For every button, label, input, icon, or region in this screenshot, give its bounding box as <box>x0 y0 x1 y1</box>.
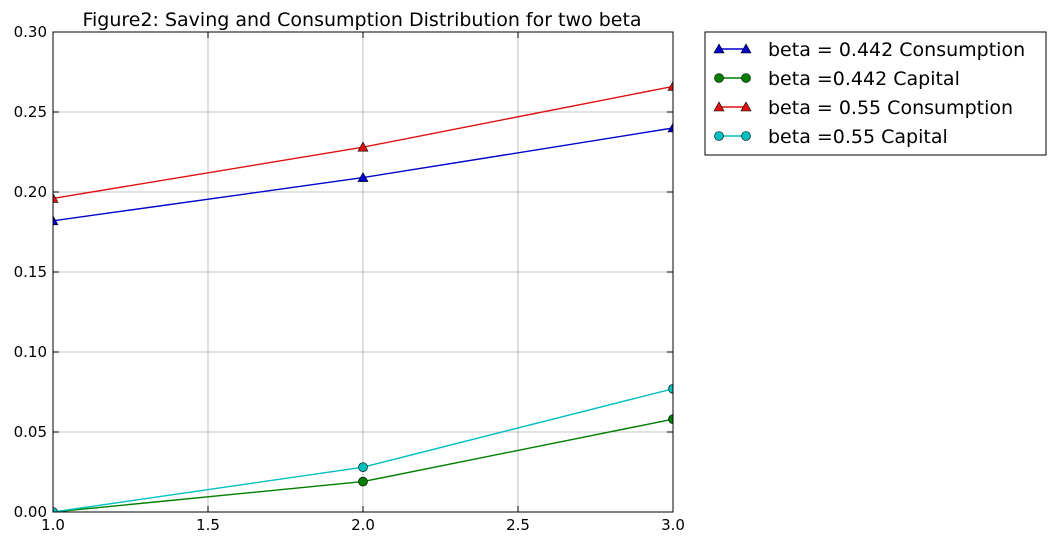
legend-label: beta = 0.55 Consumption <box>768 97 1013 119</box>
data-point <box>358 476 368 487</box>
series-layer <box>53 80 673 512</box>
series-3 <box>53 80 673 203</box>
legend-marker <box>740 101 752 112</box>
x-tick-label: 1.5 <box>196 516 220 534</box>
data-point <box>53 192 59 203</box>
legend-marker <box>714 73 724 83</box>
data-point <box>668 384 673 394</box>
chart-title: Figure2: Saving and Consumption Distribu… <box>82 9 641 31</box>
legend-marker <box>740 43 752 54</box>
series-4 <box>53 384 673 512</box>
legend-entry: beta =0.442 Capital <box>714 68 960 90</box>
legend-frame <box>704 31 1047 156</box>
data-point <box>53 215 59 226</box>
legend-marker <box>713 43 725 54</box>
x-tick-label: 1.0 <box>41 516 65 534</box>
legend-label: beta =0.55 Capital <box>768 126 948 148</box>
data-point <box>357 141 369 152</box>
x-tick-label: 2.0 <box>351 516 375 534</box>
data-point <box>668 414 673 424</box>
data-point <box>358 462 368 473</box>
x-tick-label: 2.5 <box>506 516 530 534</box>
legend-marker <box>741 131 751 141</box>
y-tick-label: 0.20 <box>14 183 47 201</box>
data-point <box>667 80 673 91</box>
legend: beta = 0.442 Consumption beta =0.442 Capi… <box>704 31 1047 156</box>
legend-label: beta =0.442 Capital <box>768 68 960 90</box>
series-1 <box>53 122 673 226</box>
legend-label: beta = 0.442 Consumption <box>768 39 1025 61</box>
legend-entry: beta = 0.55 Consumption <box>713 97 1013 119</box>
legend-entry: beta = 0.442 Consumption <box>713 39 1025 61</box>
legend-marker <box>714 131 724 141</box>
grid <box>52 31 674 513</box>
y-tick-label: 0.25 <box>14 103 47 121</box>
y-tick-label: 0.10 <box>14 343 47 361</box>
legend-marker <box>713 101 725 112</box>
y-tick-label: 0.30 <box>14 23 47 41</box>
axis-ticks: 1.0 1.5 2.0 2.5 3.0 0.00 0.05 0.10 0.15 0.20 0.25 0… <box>14 23 685 534</box>
legend-marker <box>741 73 751 83</box>
y-tick-label: 0.00 <box>14 503 47 521</box>
data-point <box>357 171 369 182</box>
data-point <box>667 122 673 133</box>
legend-entry: beta =0.55 Capital <box>714 126 948 148</box>
y-tick-label: 0.15 <box>14 263 47 281</box>
y-tick-label: 0.05 <box>14 423 47 441</box>
x-tick-label: 3.0 <box>661 516 685 534</box>
data-point <box>53 507 58 512</box>
